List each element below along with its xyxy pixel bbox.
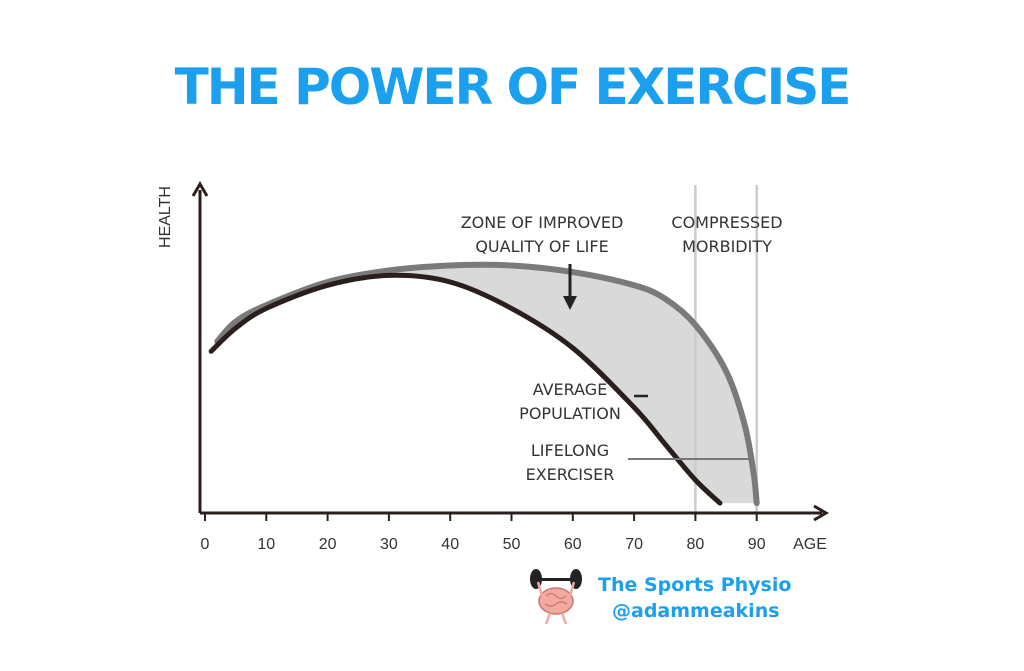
x-tick-label: 90 (748, 536, 766, 553)
average-population-annotation: AVERAGE (533, 380, 608, 399)
y-axis-label: HEALTH (157, 186, 174, 248)
compressed-morbidity-annotation: COMPRESSED (671, 213, 782, 232)
x-tick-label: 20 (319, 536, 337, 553)
average-population-line (208, 272, 723, 506)
x-tick-label: 0 (201, 536, 210, 553)
x-tick-label: 50 (503, 536, 521, 553)
chart-title: THE POWER OF EXERCISE (174, 58, 852, 116)
x-tick-label: 10 (257, 536, 275, 553)
average-population-annotation: POPULATION (519, 404, 621, 423)
compressed-morbidity-annotation: MORBIDITY (682, 237, 772, 256)
lifelong-exerciser-annotation: EXERCISER (526, 465, 615, 484)
brain-weightlifter-icon (530, 569, 582, 625)
x-tick-label: 30 (380, 536, 398, 553)
x-tick-label: 70 (625, 536, 643, 553)
brand-name: The Sports Physio (598, 574, 792, 596)
x-axis-arrow (813, 504, 829, 522)
zone-arrow-head (563, 296, 577, 310)
x-tick-label: 40 (441, 536, 459, 553)
x-axis-label: AGE (793, 536, 827, 553)
zone-annotation: QUALITY OF LIFE (475, 237, 608, 256)
x-tick-label: 60 (564, 536, 582, 553)
lifelong-exerciser-annotation: LIFELONG (531, 441, 609, 460)
zone-annotation: ZONE OF IMPROVED (461, 213, 624, 232)
lifelong-exerciser-line (214, 261, 760, 507)
x-tick-label: 80 (687, 536, 705, 553)
brand-handle: @adammeakins (612, 600, 780, 622)
y-axis-arrow (191, 181, 209, 197)
